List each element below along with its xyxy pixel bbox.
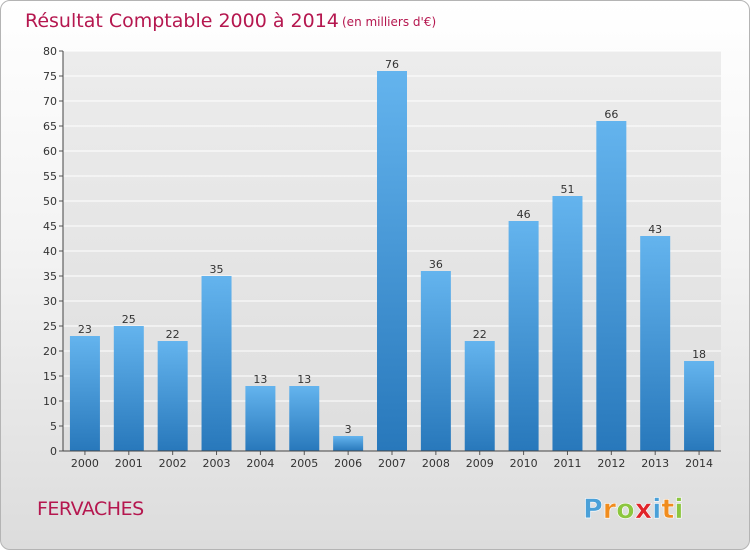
x-tick-label: 2008 bbox=[422, 457, 450, 470]
x-tick-label: 2002 bbox=[159, 457, 187, 470]
x-tick-label: 2014 bbox=[685, 457, 713, 470]
y-tick-label: 55 bbox=[43, 170, 57, 183]
x-tick-label: 2003 bbox=[203, 457, 231, 470]
bar bbox=[201, 276, 232, 451]
bar bbox=[420, 271, 451, 451]
x-tick-label: 2012 bbox=[597, 457, 625, 470]
data-label: 43 bbox=[648, 223, 662, 236]
y-tick-label: 25 bbox=[43, 320, 57, 333]
bar bbox=[464, 341, 495, 451]
bar bbox=[640, 236, 671, 451]
data-label: 23 bbox=[78, 323, 92, 336]
proxiti-logo: Proxiti bbox=[583, 494, 684, 525]
bar bbox=[333, 436, 364, 451]
logo-letter: P bbox=[583, 494, 603, 525]
logo-letter: t bbox=[661, 494, 674, 525]
x-tick-label: 2004 bbox=[246, 457, 274, 470]
x-tick-label: 2000 bbox=[71, 457, 99, 470]
y-tick-label: 20 bbox=[43, 345, 57, 358]
chart-subtitle: (en milliers d'€) bbox=[342, 15, 436, 29]
x-tick-label: 2013 bbox=[641, 457, 669, 470]
logo-letter: x bbox=[635, 494, 652, 525]
bar bbox=[552, 196, 583, 451]
y-tick-label: 50 bbox=[43, 195, 57, 208]
data-label: 13 bbox=[297, 373, 311, 386]
bar bbox=[245, 386, 276, 451]
axes bbox=[62, 51, 721, 452]
y-tick-label: 10 bbox=[43, 395, 57, 408]
x-tick-label: 2005 bbox=[290, 457, 318, 470]
x-tick-label: 2007 bbox=[378, 457, 406, 470]
y-tick-label: 60 bbox=[43, 145, 57, 158]
x-axis-ticks: 2000 2001 2002 2003 2004 2005 2006 2007 2008 2009… bbox=[71, 451, 713, 470]
data-label: 66 bbox=[604, 108, 618, 121]
bar bbox=[377, 71, 407, 451]
y-tick-label: 45 bbox=[43, 220, 57, 233]
x-tick-label: 2006 bbox=[334, 457, 362, 470]
logo-letter: r bbox=[603, 494, 617, 525]
data-label: 36 bbox=[429, 258, 443, 271]
data-label: 51 bbox=[560, 183, 574, 196]
y-tick-label: 80 bbox=[43, 45, 57, 58]
bar bbox=[596, 121, 627, 451]
logo-letter: i bbox=[652, 494, 661, 525]
x-tick-label: 2001 bbox=[115, 457, 143, 470]
data-label: 22 bbox=[166, 328, 180, 341]
y-tick-label: 75 bbox=[43, 70, 57, 83]
y-tick-label: 40 bbox=[43, 245, 57, 258]
data-label: 35 bbox=[210, 263, 224, 276]
bars: 23 25 22 35 13 13 3 76 36 22 46 51 66 43 18 bbox=[69, 58, 715, 451]
y-tick-label: 70 bbox=[43, 95, 57, 108]
y-axis-ticks: 0 5 10 15 20 25 30 35 40 45 50 55 60 65 70 75 80 bbox=[43, 45, 63, 458]
data-label: 22 bbox=[473, 328, 487, 341]
bar bbox=[289, 386, 320, 451]
chart-title: Résultat Comptable 2000 à 2014 bbox=[25, 10, 339, 32]
y-tick-label: 30 bbox=[43, 295, 57, 308]
data-label: 76 bbox=[385, 58, 399, 71]
y-tick-label: 65 bbox=[43, 120, 57, 133]
bar bbox=[113, 326, 144, 451]
logo-letter: i bbox=[674, 494, 683, 525]
bar bbox=[69, 336, 100, 451]
commune-name: FERVACHES bbox=[37, 498, 144, 520]
x-tick-label: 2010 bbox=[510, 457, 538, 470]
y-tick-label: 35 bbox=[43, 270, 57, 283]
data-label: 3 bbox=[345, 423, 352, 436]
bar bbox=[157, 341, 188, 451]
data-label: 13 bbox=[253, 373, 267, 386]
x-tick-label: 2009 bbox=[466, 457, 494, 470]
data-label: 25 bbox=[122, 313, 136, 326]
y-tick-label: 0 bbox=[50, 445, 57, 458]
x-tick-label: 2011 bbox=[553, 457, 581, 470]
y-tick-label: 15 bbox=[43, 370, 57, 383]
data-label: 46 bbox=[517, 208, 531, 221]
data-label: 18 bbox=[692, 348, 706, 361]
logo-letter: o bbox=[616, 494, 635, 525]
bar bbox=[684, 361, 715, 451]
y-tick-label: 5 bbox=[50, 420, 57, 433]
bar bbox=[508, 221, 539, 451]
